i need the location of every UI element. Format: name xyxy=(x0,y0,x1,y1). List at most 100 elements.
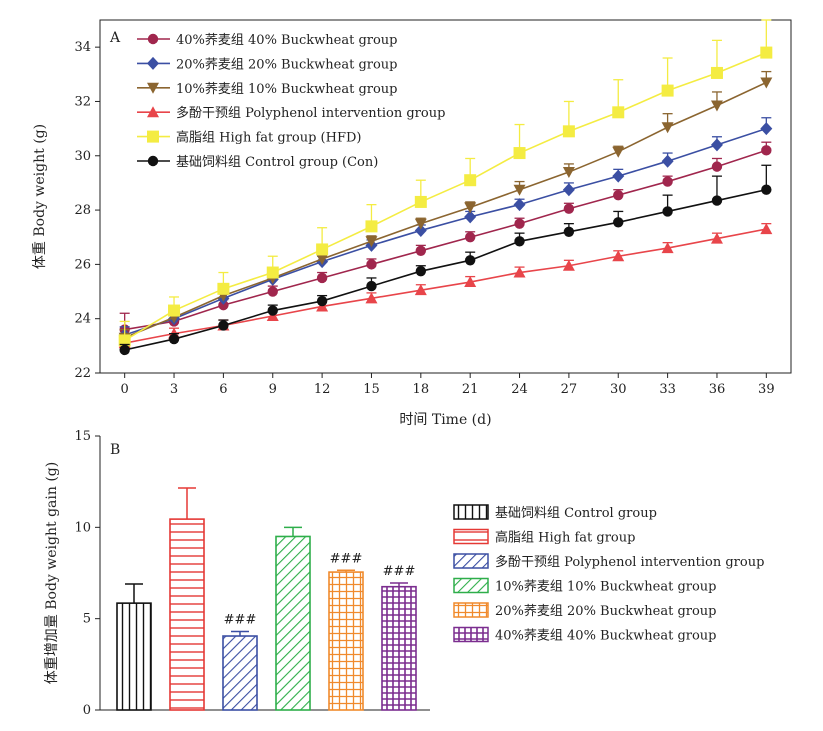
y-tick-label-a: 30 xyxy=(74,149,91,164)
data-point xyxy=(711,195,723,206)
data-point xyxy=(464,210,477,224)
series-line-0 xyxy=(124,149,767,331)
data-point xyxy=(267,286,278,297)
significance-label: ### xyxy=(383,564,416,579)
series-3 xyxy=(118,223,773,349)
data-point xyxy=(563,226,575,237)
data-point xyxy=(118,334,131,347)
y-tick-label-a: 24 xyxy=(74,312,91,327)
legend-swatch xyxy=(453,577,489,594)
x-tick-label-a: 27 xyxy=(561,382,578,397)
series-line-2 xyxy=(124,81,767,339)
data-point xyxy=(613,189,624,201)
plot-frame-a xyxy=(99,19,792,374)
legend-swatch xyxy=(453,553,489,569)
data-point xyxy=(710,100,723,112)
significance-label: ### xyxy=(224,612,257,627)
x-tick-label-a: 18 xyxy=(413,382,430,397)
x-tick-label-a: 15 xyxy=(363,382,380,397)
legend-label: 基础饲料组 Control group (Con) xyxy=(176,155,378,170)
x-tick-label-a: 39 xyxy=(758,382,775,397)
legend-swatch xyxy=(453,504,489,520)
bar-5 xyxy=(381,585,417,711)
series-line-4 xyxy=(124,51,767,342)
x-tick-label-a: 3 xyxy=(170,382,178,397)
x-tick-label-a: 33 xyxy=(659,382,676,397)
data-point xyxy=(661,154,674,168)
data-point xyxy=(711,161,723,172)
x-tick-label-a: 12 xyxy=(314,382,331,397)
legend-label: 20%荞麦组 20% Buckwheat group xyxy=(176,57,398,72)
legend-swatch xyxy=(453,626,489,643)
data-point xyxy=(760,77,773,89)
legend-label: 10%荞麦组 10% Buckwheat group xyxy=(495,580,717,595)
data-point xyxy=(612,146,625,158)
legend-swatch xyxy=(453,528,489,545)
x-tick-label-a: 21 xyxy=(462,382,479,397)
legend-label: 40%荞麦组 40% Buckwheat group xyxy=(495,629,717,644)
series-line-3 xyxy=(124,228,767,344)
data-point xyxy=(414,195,427,208)
data-point xyxy=(513,147,526,160)
legend-marker xyxy=(147,56,159,70)
y-tick-label-b: 0 xyxy=(83,703,91,718)
data-point xyxy=(415,245,427,257)
series-4 xyxy=(118,19,773,347)
bar-3 xyxy=(275,535,311,711)
data-point xyxy=(710,66,723,79)
data-point xyxy=(710,232,723,244)
x-tick-label-a: 36 xyxy=(709,382,726,397)
x-tick-label-a: 6 xyxy=(219,382,227,397)
data-point xyxy=(366,259,377,270)
data-point xyxy=(761,145,772,156)
legend-label: 10%荞麦组 10% Buckwheat group xyxy=(176,82,398,97)
data-point xyxy=(612,250,625,262)
legend-marker xyxy=(147,33,159,45)
legend-marker xyxy=(147,82,159,94)
data-point xyxy=(661,84,674,97)
y-tick-label-b: 15 xyxy=(74,429,91,444)
data-point xyxy=(168,333,180,345)
data-point xyxy=(710,138,723,152)
data-point xyxy=(464,232,476,243)
data-point xyxy=(168,304,181,317)
legend-swatch xyxy=(453,602,489,618)
data-point xyxy=(218,320,229,331)
data-point xyxy=(464,174,477,187)
series-0 xyxy=(119,141,772,335)
bar-4 xyxy=(328,571,364,711)
data-point xyxy=(217,282,230,295)
legend-label: 40%荞麦组 40% Buckwheat group xyxy=(176,33,398,48)
data-point xyxy=(513,198,526,212)
data-point xyxy=(366,280,377,292)
data-point xyxy=(760,46,773,59)
data-point xyxy=(662,206,673,217)
data-point xyxy=(662,176,673,187)
series-line-5 xyxy=(124,188,767,351)
data-point xyxy=(414,284,427,296)
y-tick-label-b: 10 xyxy=(74,520,91,535)
y-tick-label-a: 22 xyxy=(74,366,91,381)
data-point xyxy=(316,253,329,265)
data-point xyxy=(316,295,328,307)
legend-label: 基础饲料组 Control group xyxy=(495,506,657,521)
y-tick-label-a: 32 xyxy=(74,94,91,109)
data-point xyxy=(464,255,476,266)
x-axis-title-a: 时间 Time (d) xyxy=(399,412,491,428)
y-axis-title-a: 体重 Body weight (g) xyxy=(32,124,48,269)
data-point xyxy=(365,292,378,304)
data-point xyxy=(562,167,575,179)
significance-label: ### xyxy=(330,551,363,566)
data-point xyxy=(414,223,427,237)
series-5 xyxy=(119,164,772,356)
data-point xyxy=(513,184,526,196)
data-point xyxy=(612,169,625,183)
data-point xyxy=(661,242,674,254)
x-tick-label-a: 9 xyxy=(269,382,277,397)
data-point xyxy=(365,220,378,233)
data-point xyxy=(464,276,477,288)
legend-label: 高脂组 High fat group (HFD) xyxy=(176,130,362,146)
y-tick-label-a: 34 xyxy=(74,40,91,55)
